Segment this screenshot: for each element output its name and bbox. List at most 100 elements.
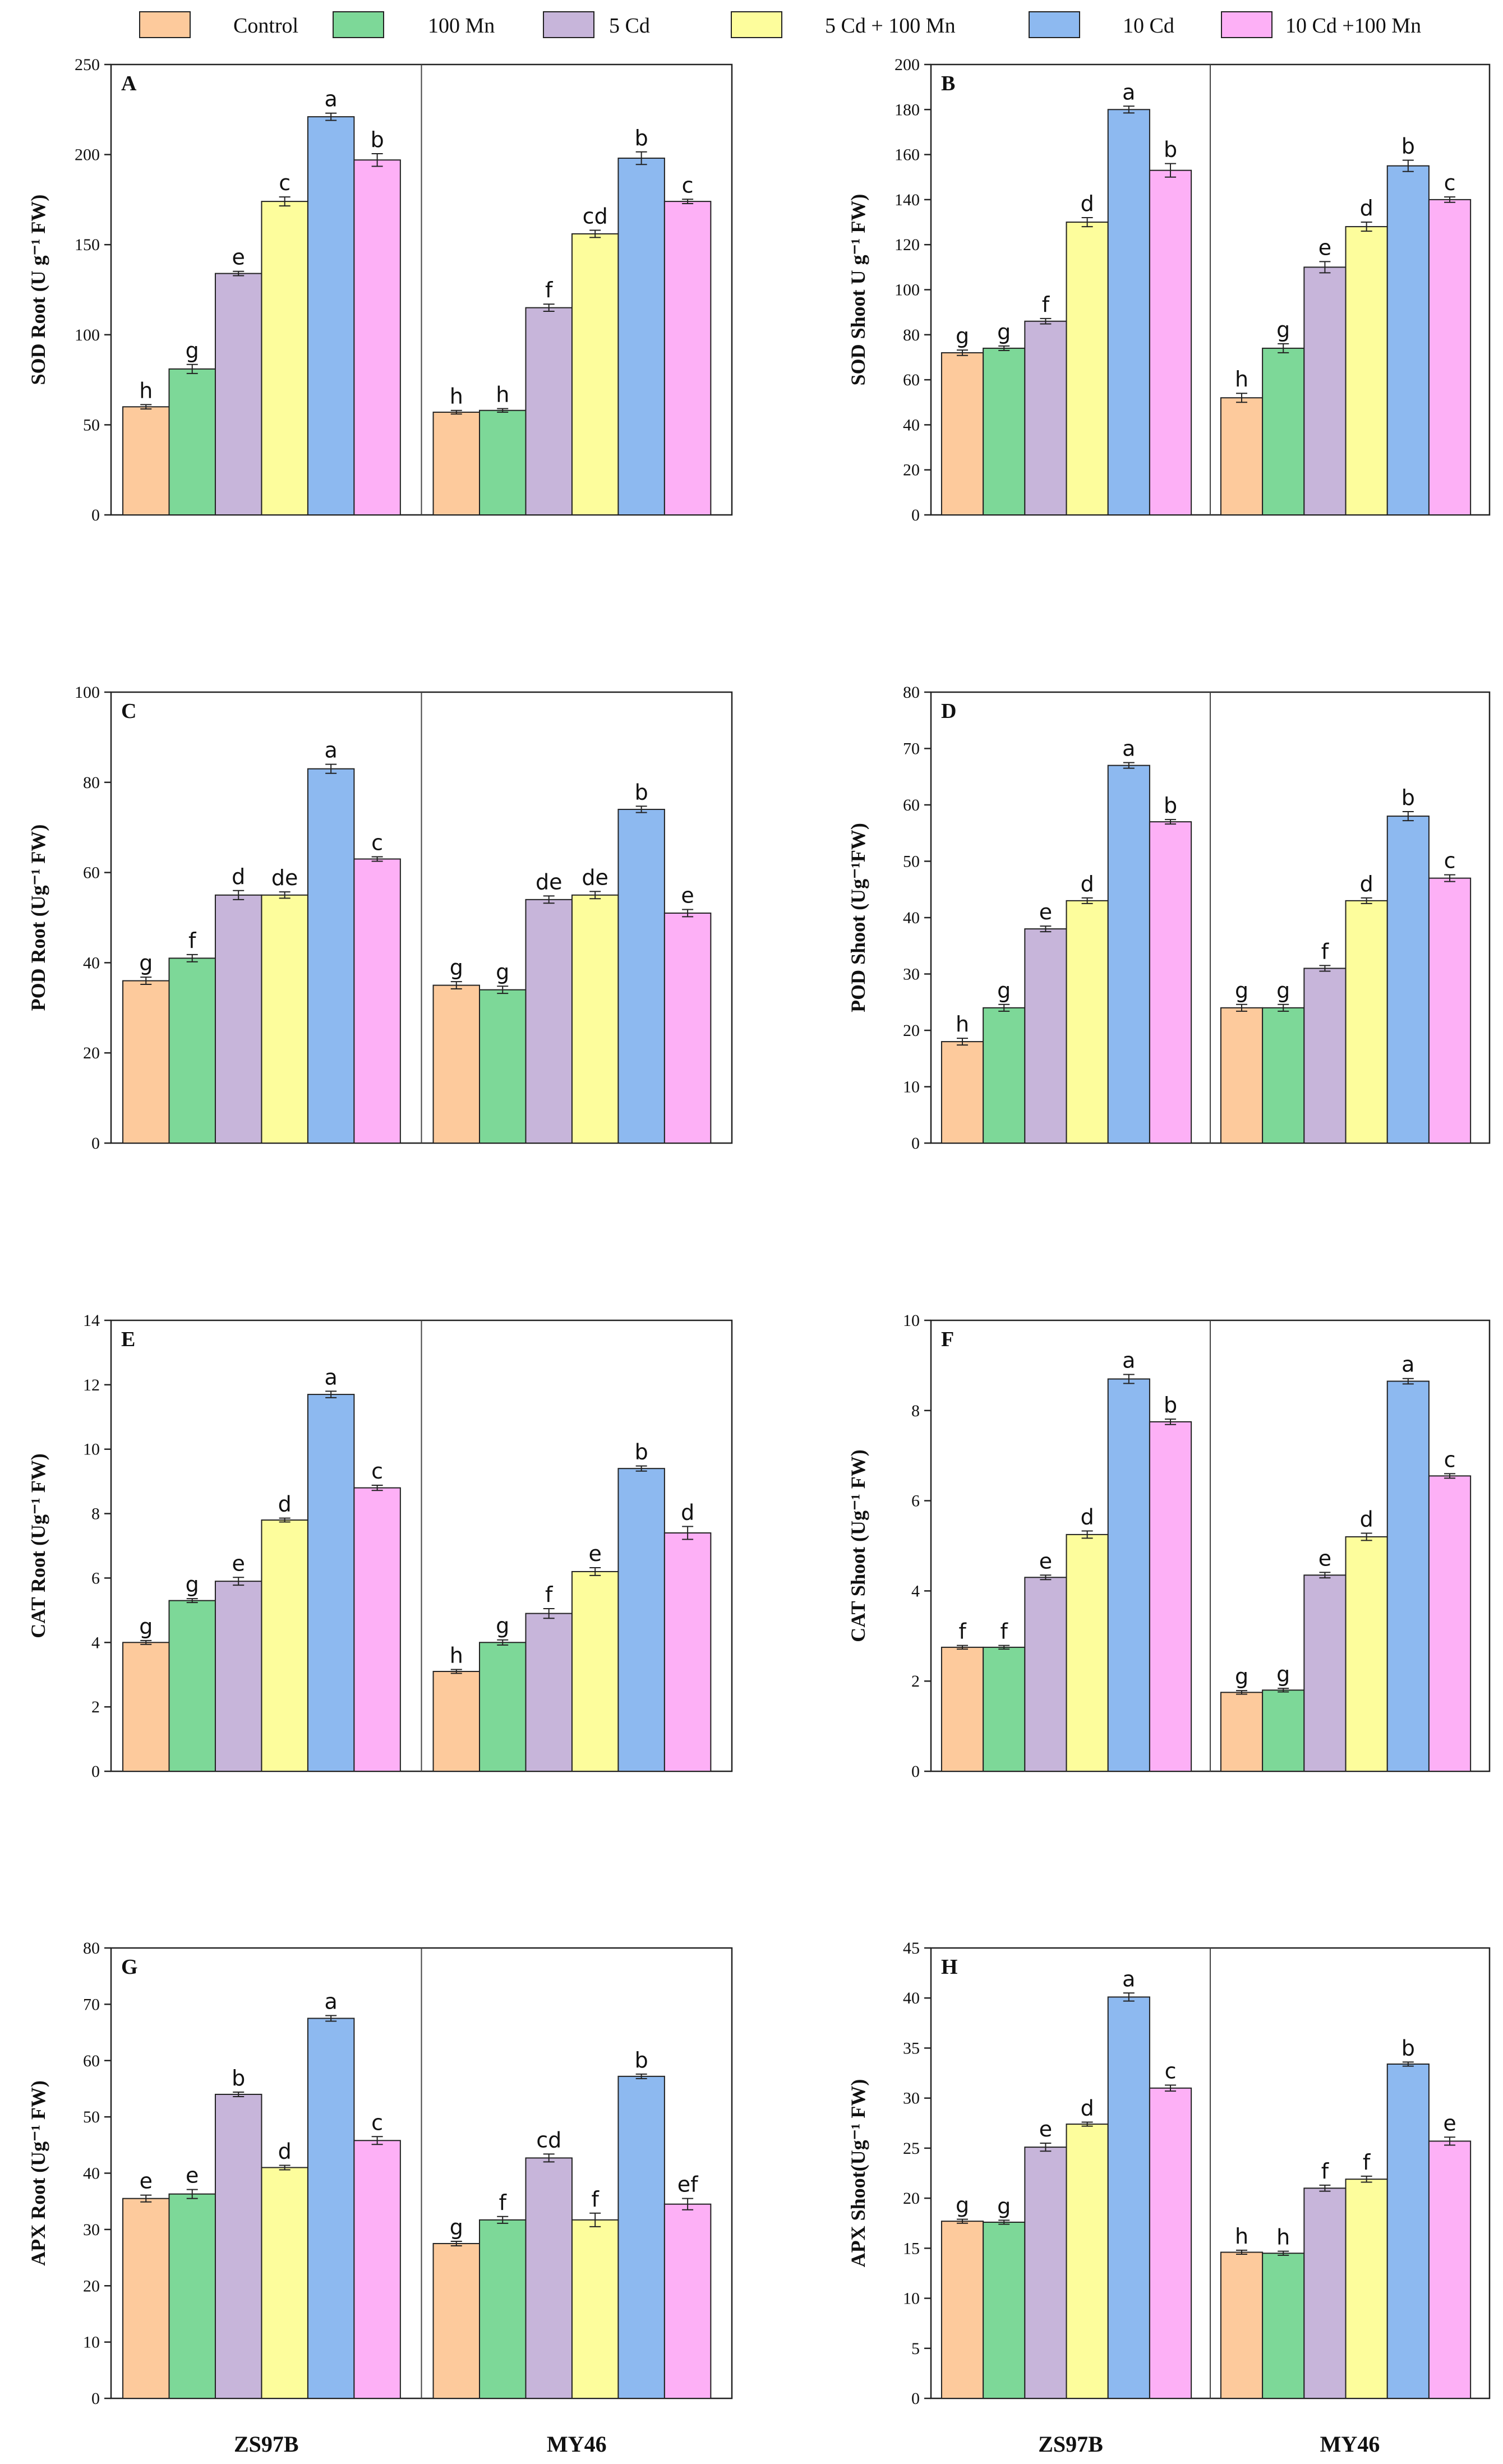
bar	[1262, 1007, 1305, 1144]
y-tick-label: 0	[911, 506, 920, 524]
bar	[1024, 1577, 1067, 1772]
bar	[617, 1468, 665, 1772]
bar	[479, 409, 527, 515]
y-tick-label: 60	[903, 371, 920, 389]
bar	[1066, 222, 1109, 515]
y-tick-label: 25	[903, 2139, 920, 2158]
significance-label: g	[1276, 978, 1290, 1003]
significance-label: d	[1360, 196, 1373, 220]
y-tick-label: 20	[903, 2189, 920, 2208]
bar	[432, 2242, 481, 2399]
y-tick-label: 2	[91, 1698, 100, 1716]
bar	[1149, 821, 1192, 1144]
bar	[261, 894, 308, 1144]
significance-label: de	[536, 869, 563, 894]
y-tick-label: 160	[895, 146, 920, 164]
y-tick-label: 0	[91, 2389, 100, 2408]
significance-label: e	[1039, 2117, 1052, 2141]
significance-label: d	[1081, 191, 1094, 216]
y-tick-label: 8	[91, 1505, 100, 1523]
significance-label: c	[1444, 1447, 1456, 1472]
significance-label: a	[1122, 736, 1135, 761]
bar	[1428, 2140, 1472, 2399]
bar	[1220, 1692, 1264, 1772]
significance-label: b	[1401, 134, 1415, 159]
bar	[525, 2157, 573, 2399]
y-tick-label: 100	[75, 683, 100, 702]
bar	[307, 2018, 355, 2399]
bar	[1428, 877, 1472, 1144]
y-tick-label: 0	[911, 1762, 920, 1781]
significance-label: a	[1122, 1348, 1135, 1373]
bar	[663, 912, 712, 1144]
y-tick-label: 8	[911, 1402, 920, 1420]
group-label: ZS97B	[234, 2431, 299, 2457]
bar	[571, 2219, 619, 2399]
bar	[983, 1007, 1026, 1144]
significance-label: e	[1039, 1549, 1052, 1573]
y-tick-label: 60	[903, 796, 920, 814]
bar	[1107, 109, 1150, 516]
legend-swatch	[1221, 11, 1273, 38]
y-tick-label: 14	[83, 1311, 100, 1330]
significance-label: e	[140, 2169, 153, 2194]
bar	[1066, 900, 1109, 1144]
significance-label: a	[325, 1989, 338, 2014]
bar	[307, 768, 355, 1144]
chart-panel-g: 0 10 20 30 40 50 60 70 80 APX Root (Ug⁻¹ FW) Ge e b d…	[27, 1939, 733, 2457]
y-tick-label: 5	[911, 2339, 920, 2358]
significance-label: e	[1318, 1546, 1331, 1570]
group-label: MY46	[1320, 2431, 1380, 2457]
y-axis-label: APX Shoot(Ug⁻¹ FW)	[847, 2079, 869, 2268]
bar	[353, 858, 401, 1144]
bar	[617, 158, 665, 515]
bar	[432, 1670, 481, 1772]
significance-label: g	[186, 338, 199, 363]
y-axis-label: APX Root (Ug⁻¹ FW)	[27, 2080, 49, 2266]
significance-label: b	[1164, 137, 1177, 162]
panel-letter: B	[941, 72, 955, 95]
y-tick-label: 120	[895, 236, 920, 254]
significance-label: g	[1235, 978, 1248, 1003]
chart-panel-e: 0 2 4 6 8 10 12 14 CAT Root (Ug⁻¹ FW) Eg g e d a c h g f e…	[27, 1311, 733, 1781]
significance-label: h	[1235, 2224, 1248, 2249]
bar	[122, 980, 170, 1144]
significance-label: f	[1001, 1619, 1009, 1644]
significance-label: b	[1164, 1393, 1177, 1417]
bar	[353, 1487, 401, 1772]
y-tick-label: 100	[75, 326, 100, 344]
significance-label: g	[1235, 1664, 1248, 1689]
y-tick-label: 12	[83, 1376, 100, 1394]
y-tick-label: 40	[903, 416, 920, 434]
y-tick-label: 30	[903, 2089, 920, 2108]
bar	[261, 201, 308, 515]
bar	[1303, 266, 1347, 515]
panel-letter: G	[121, 1955, 138, 1979]
y-axis-label: CAT Root (Ug⁻¹ FW)	[27, 1453, 49, 1638]
y-tick-label: 6	[911, 1492, 920, 1510]
bar	[479, 1642, 527, 1772]
chart-panel-h: 0 5 10 15 20 25 30 35 40 45 APX Shoot(Ug⁻¹ FW) Hg g e…	[847, 1939, 1491, 2457]
y-tick-label: 70	[903, 740, 920, 758]
significance-label: g	[496, 1614, 509, 1638]
bar	[168, 957, 216, 1144]
significance-label: e	[1443, 2111, 1456, 2135]
significance-label: d	[1360, 1507, 1373, 1531]
significance-label: c	[279, 171, 291, 195]
bar	[1149, 1421, 1192, 1772]
bar	[983, 347, 1026, 515]
bar	[663, 201, 712, 515]
group-label: MY46	[547, 2431, 607, 2457]
bar	[1149, 169, 1192, 515]
y-tick-label: 0	[911, 1134, 920, 1153]
bar	[122, 1642, 170, 1772]
bar	[307, 116, 355, 515]
y-tick-label: 45	[903, 1939, 920, 1958]
significance-label: f	[1042, 292, 1050, 317]
legend-label: 10 Cd	[1123, 14, 1174, 38]
legend-swatch	[333, 11, 384, 38]
y-tick-label: 4	[91, 1633, 100, 1652]
bar	[479, 2219, 527, 2399]
significance-label: c	[371, 830, 383, 855]
